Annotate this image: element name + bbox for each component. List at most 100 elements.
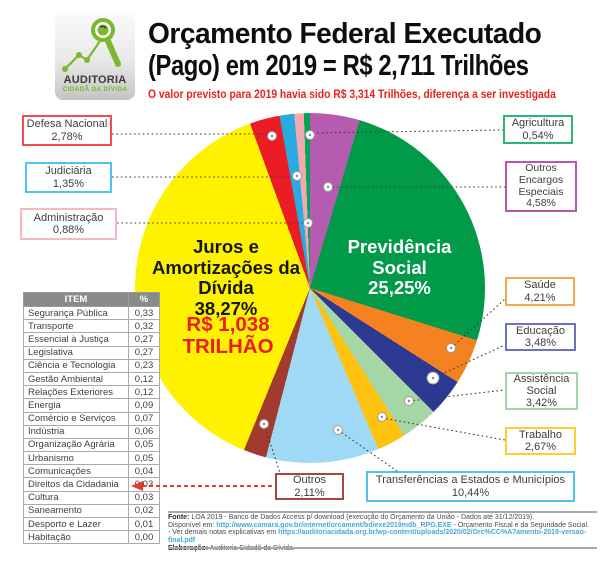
item-label: Urbanismo (23, 451, 129, 466)
table-row: Organização Agrária 0,05 (23, 437, 160, 453)
callout-outros: Outros 2,11% (275, 473, 344, 500)
previdencia-slice-label: Previdência Social 25,25% (342, 236, 457, 299)
item-pct: 0,07 (128, 411, 160, 426)
item-pct: 0,03 (128, 477, 160, 492)
table-row: Transporte 0,32 (23, 319, 160, 334)
item-pct: 0,06 (128, 424, 160, 439)
item-label: Comunicações (23, 464, 129, 479)
item-label: Transporte (23, 319, 129, 334)
item-label: Saneamento (23, 503, 129, 519)
item-label: Essencial à Justiça (23, 332, 129, 347)
callout-pct: 2,11% (294, 486, 325, 499)
item-label: Indústria (23, 424, 129, 439)
item-pct: 0,12 (128, 371, 160, 387)
callout-transferencias-estados-municipios: Transferências a Estados e Municípios 10… (366, 471, 575, 502)
page-title-line1: Orçamento Federal Executado (148, 18, 542, 50)
callout-pct: 0,54% (522, 129, 554, 142)
callout-label: Transferências a Estados e Municípios (375, 474, 566, 487)
footer-fonte-line: Fonte: LOA 2019 - Banco de Dados Access … (168, 514, 598, 522)
callout-label: Educação (516, 324, 565, 337)
disponivel-suffix: - Orçamento Fiscal e da Seguridade Socia… (451, 521, 589, 529)
table-row: Cultura 0,03 (23, 490, 160, 505)
item-pct: 0,12 (128, 385, 160, 400)
callout-label: Agricultura (511, 117, 565, 130)
previdencia-slice-name: Previdência Social (347, 236, 452, 278)
notas-prefix: - Ver demais notas explicativas em (168, 529, 279, 537)
item-label: Desporto e Lazer (23, 516, 129, 532)
table-row: Legislativa 0,27 (23, 345, 160, 360)
fonte-text: LOA 2019 - Banco de Dados Access p/ down… (189, 514, 535, 521)
callout-pct: 4,58% (526, 197, 556, 210)
item-label: Relações Exteriores (23, 385, 129, 400)
item-pct: 0,32 (128, 319, 160, 334)
item-label: Ciência e Tecnologia (23, 358, 129, 373)
table-row: Essencial à Justiça 0,27 (23, 332, 160, 347)
pie-chart (135, 113, 485, 463)
table-row: Comunicações 0,04 (23, 464, 160, 479)
item-label: Cultura (23, 490, 129, 505)
callout-judiciaria: Judiciária 1,35% (25, 162, 112, 193)
item-pct: 0,27 (128, 332, 160, 347)
table-row: Energia 0,09 (23, 398, 160, 413)
callout-defesa-nacional: Defesa Nacional 2,78% (22, 115, 112, 146)
col-header-item: ITEM (23, 292, 129, 307)
item-pct: 0,33 (128, 305, 160, 321)
item-label: Legislativa (23, 345, 129, 360)
table-row: Saneamento 0,02 (23, 503, 160, 519)
callout-label: Assistência Social (513, 372, 570, 397)
table-row: Direitos da Cidadania 0,03 (23, 477, 160, 492)
callout-label: Defesa Nacional (26, 118, 108, 131)
minor-items-table: ITEM % Segurança Pública 0,33 Transporte 0,… (23, 292, 160, 545)
callout-administracao: Administração 0,88% (20, 208, 117, 240)
item-label: Segurança Pública (23, 305, 129, 321)
logo-title: AUDITORIA (63, 74, 127, 86)
table-row: Gestão Ambiental 0,12 (23, 371, 160, 387)
item-pct: 0,04 (128, 464, 160, 479)
item-pct: 0,09 (128, 398, 160, 413)
footer-disponivel-line: Disponível em: http://www.camara.gov.br/… (168, 522, 598, 530)
item-label: Gestão Ambiental (23, 371, 129, 387)
callout-pct: 1,35% (52, 177, 85, 190)
item-pct: 0,05 (128, 437, 160, 453)
auditoria-cidada-logo: AUDITORIA CIDADÃ DA DÍVIDA (55, 13, 135, 100)
callout-label: Outros (292, 474, 326, 487)
callout-label: Judiciária (45, 165, 92, 178)
footer-divider-top (168, 511, 597, 513)
table-header-row: ITEM % (23, 292, 160, 307)
juros-slice-label: Juros e Amortizações da Dívida 38,27% (148, 236, 304, 320)
callout-label: Trabalho (518, 428, 562, 441)
header: Orçamento Federal Executado (Pago) em 20… (148, 18, 600, 103)
item-label: Habitação (23, 530, 129, 545)
item-pct: 0,23 (128, 358, 160, 373)
callout-pct: 4,21% (524, 291, 556, 304)
item-pct: 0,03 (128, 490, 160, 505)
item-label: Comércio e Serviços (23, 411, 129, 426)
callout-pct: 0,88% (52, 224, 85, 236)
table-row: Habitação 0,00 (23, 530, 160, 545)
callout-outros-encargos-especiais: Outros Encargos Especiais 4,58% (505, 161, 577, 212)
table-row: Segurança Pública 0,33 (23, 305, 160, 321)
callout-saude: Saúde 4,21% (505, 277, 575, 306)
item-pct: 0,05 (128, 451, 160, 466)
table-row: Ciência e Tecnologia 0,23 (23, 358, 160, 373)
disponivel-prefix: Disponível em: (168, 521, 217, 529)
item-label: Organização Agrária (23, 437, 129, 453)
item-label: Energia (23, 398, 129, 413)
callout-assistencia-social: Assistência Social 3,42% (505, 372, 578, 410)
previdencia-slice-pct: 25,25% (368, 277, 431, 299)
table-row: Urbanismo 0,05 (23, 451, 160, 466)
callout-label: Outros Encargos Especiais (518, 162, 564, 198)
camara-url-link[interactable]: http://www.camara.gov.br/internet/orcame… (216, 521, 452, 529)
table-row: Desporto e Lazer 0,01 (23, 516, 160, 532)
juros-slice-pct: 38,27% (194, 298, 258, 320)
juros-slice-name: Juros e Amortizações da Dívida (151, 236, 301, 299)
table-row: Relações Exteriores 0,12 (23, 385, 160, 400)
auditoriacidada-url-link[interactable]: https://auditoriacidada.org.br/wp-conten… (168, 529, 587, 545)
item-pct: 0,01 (128, 516, 160, 532)
page-subtitle: O valor previsto para 2019 havia sido R$… (148, 86, 556, 101)
item-label: Direitos da Cidadania (23, 477, 129, 492)
callout-pct: 3,48% (524, 337, 557, 349)
callout-pct: 2,67% (524, 441, 557, 453)
page-title-line2: (Pago) em 2019 = R$ 2,711 Trilhões (148, 49, 529, 82)
footer-divider-bottom (168, 547, 597, 549)
